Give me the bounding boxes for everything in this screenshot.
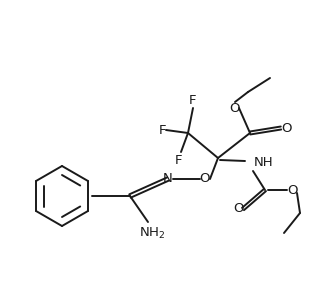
Text: O: O	[281, 121, 291, 135]
Text: O: O	[287, 184, 297, 196]
Text: NH: NH	[254, 156, 274, 170]
Text: O: O	[200, 172, 210, 186]
Text: F: F	[189, 95, 197, 107]
Text: N: N	[163, 172, 173, 186]
Text: F: F	[174, 154, 182, 166]
Text: F: F	[158, 123, 166, 137]
Text: O: O	[230, 101, 240, 115]
Text: O: O	[233, 203, 243, 215]
Text: NH$_2$: NH$_2$	[139, 225, 165, 241]
